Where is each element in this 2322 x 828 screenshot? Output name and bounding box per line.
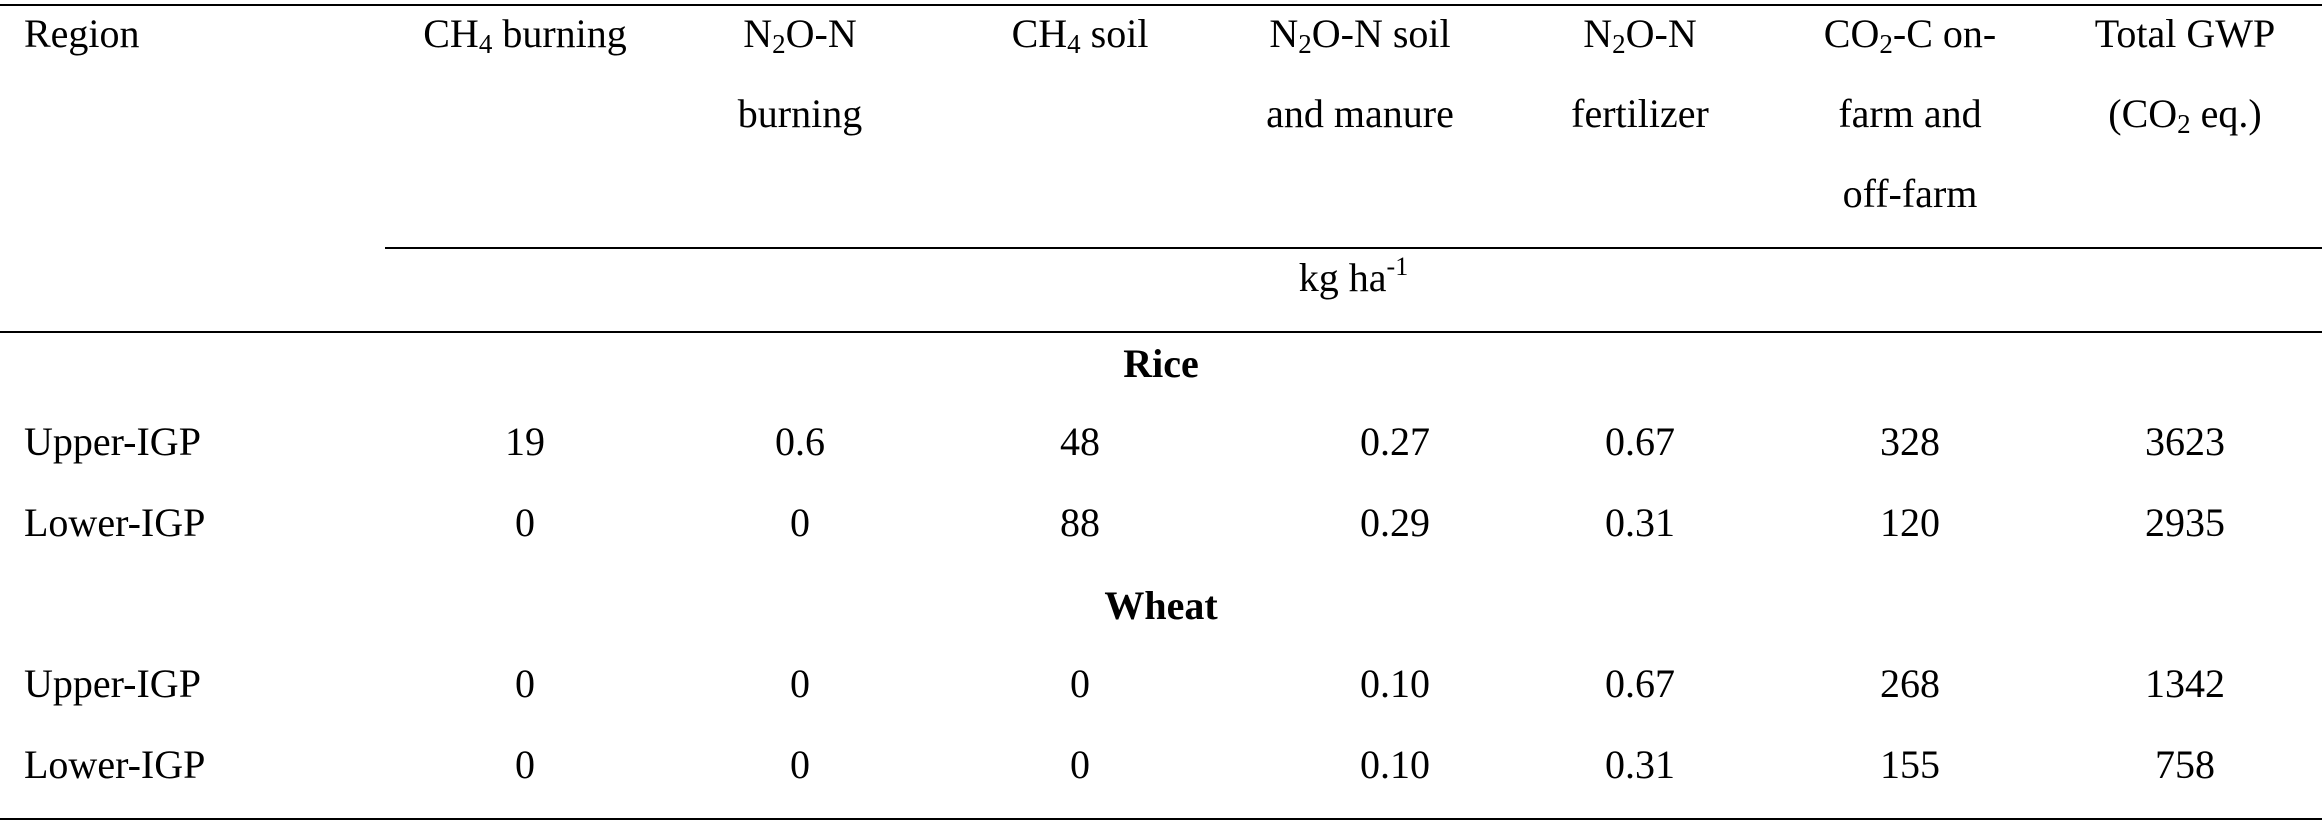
table-cell: 155 [1880, 742, 1940, 787]
table-top-rule [0, 4, 2322, 6]
table-cell: 88 [1060, 500, 1100, 545]
header-n2o-soil: N2O-N soil and manure [1266, 11, 1454, 136]
table-cell: 19 [505, 419, 545, 464]
table-cell: 0 [1070, 661, 1090, 706]
header-sub-rule [385, 247, 2322, 249]
table-cell: 0.67 [1605, 661, 1675, 706]
table-cell: 0.67 [1605, 419, 1675, 464]
table-cell: 0.31 [1605, 500, 1675, 545]
row-region: Lower-IGP [24, 500, 206, 545]
header-n2o-fertilizer: N2O-N fertilizer [1571, 11, 1709, 136]
table-cell: 1342 [2145, 661, 2225, 706]
header-region: Region [24, 11, 140, 56]
table-cell: 0.10 [1360, 661, 1430, 706]
table-bottom-rule [0, 818, 2322, 820]
row-region: Lower-IGP [24, 742, 206, 787]
table-cell: 0 [790, 661, 810, 706]
table-cell: 2935 [2145, 500, 2225, 545]
table-cell: 268 [1880, 661, 1940, 706]
units-rule [0, 331, 2322, 333]
table-cell: 0.6 [775, 419, 825, 464]
section-label-wheat: Wheat [1104, 583, 1218, 628]
table-cell: 758 [2155, 742, 2215, 787]
header-co2-c: CO2-C on- farm and off-farm [1823, 11, 1997, 216]
table-cell: 0 [790, 500, 810, 545]
table-cell: 0 [790, 742, 810, 787]
table-cell: 0.29 [1360, 500, 1430, 545]
table-cell: 0 [515, 742, 535, 787]
header-ch4-soil: CH4 soil [1011, 11, 1149, 59]
table-cell: 0 [1070, 742, 1090, 787]
header-n2o-burning: N2O-N burning [737, 11, 863, 136]
table-cell: 0.27 [1360, 419, 1430, 464]
table-cell: 0.31 [1605, 742, 1675, 787]
table-cell: 0.10 [1360, 742, 1430, 787]
table-cell: 0 [515, 500, 535, 545]
header-total-gwp: Total GWP (CO2 eq.) [2094, 11, 2276, 139]
table-cell: 48 [1060, 419, 1100, 464]
table-cell: 120 [1880, 500, 1940, 545]
header-ch4-burning: CH4 burning [423, 11, 627, 59]
row-region: Upper-IGP [24, 419, 201, 464]
units-label: kg ha-1 [1298, 252, 1409, 301]
table-cell: 3623 [2145, 419, 2225, 464]
row-region: Upper-IGP [24, 661, 201, 706]
table-cell: 328 [1880, 419, 1940, 464]
table-cell: 0 [515, 661, 535, 706]
section-label-rice: Rice [1123, 341, 1199, 386]
